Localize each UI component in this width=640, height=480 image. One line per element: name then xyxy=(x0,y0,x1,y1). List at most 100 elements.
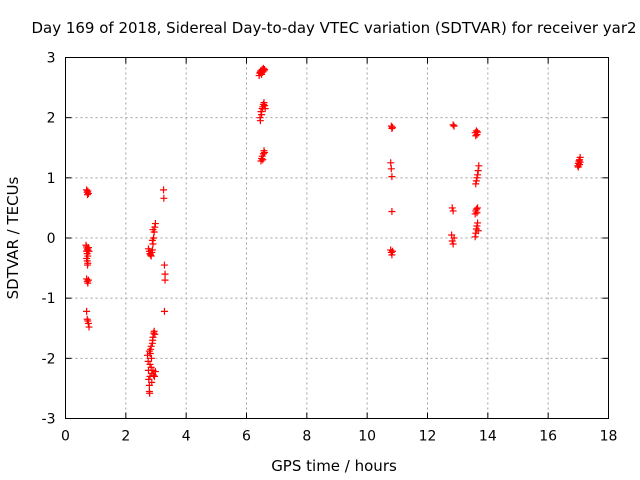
data-point xyxy=(389,123,397,131)
data-point xyxy=(472,180,480,188)
y-tick-label: 1 xyxy=(47,171,56,187)
data-point xyxy=(388,124,396,132)
data-point xyxy=(471,233,479,241)
data-point xyxy=(474,219,482,227)
data-point xyxy=(160,261,168,269)
data-point xyxy=(389,247,397,255)
data-point xyxy=(85,247,93,255)
data-point xyxy=(472,205,480,213)
chart-title: Day 169 of 2018, Sidereal Day-to-day VTE… xyxy=(31,19,636,37)
data-point xyxy=(149,240,157,248)
data-point xyxy=(150,329,158,337)
data-point xyxy=(145,347,153,355)
data-point xyxy=(256,117,264,125)
data-point xyxy=(83,315,91,323)
data-point xyxy=(83,307,91,315)
data-point xyxy=(474,167,482,175)
data-point xyxy=(147,342,155,350)
data-point xyxy=(150,371,158,379)
data-point xyxy=(160,186,168,194)
data-point xyxy=(387,165,395,173)
data-point xyxy=(472,127,480,135)
x-tick-label: 18 xyxy=(600,429,618,445)
data-point xyxy=(473,174,481,182)
data-point xyxy=(84,279,92,287)
data-point xyxy=(261,149,269,157)
data-point xyxy=(472,132,480,140)
x-tick-label: 12 xyxy=(419,429,437,445)
data-point xyxy=(146,389,154,397)
y-tick-label: -1 xyxy=(42,291,56,307)
data-point xyxy=(161,276,169,284)
y-tick-label: -2 xyxy=(42,351,56,367)
data-point xyxy=(472,177,480,185)
data-point xyxy=(260,99,268,107)
data-point xyxy=(150,372,158,380)
data-point xyxy=(149,226,157,234)
x-tick-label: 2 xyxy=(121,429,130,445)
y-tick-label: -3 xyxy=(42,412,56,428)
data-point xyxy=(148,246,156,254)
data-point xyxy=(474,171,482,179)
data-point xyxy=(84,244,92,252)
data-point xyxy=(257,108,265,116)
x-tick-label: 8 xyxy=(302,429,311,445)
data-point xyxy=(147,363,155,371)
data-point xyxy=(575,157,583,165)
y-tick-label: 2 xyxy=(47,111,56,127)
data-point xyxy=(387,159,395,167)
data-point xyxy=(261,66,269,74)
data-points xyxy=(82,64,584,397)
data-point xyxy=(475,162,483,170)
data-point xyxy=(449,207,457,215)
data-point xyxy=(147,354,155,362)
data-point xyxy=(160,194,168,202)
y-tick-label: 0 xyxy=(47,231,56,247)
data-point xyxy=(85,323,93,331)
data-point xyxy=(388,208,396,216)
data-point xyxy=(474,128,482,136)
data-point xyxy=(261,105,269,113)
y-axis-label: SDTVAR / TECUs xyxy=(4,176,22,299)
x-tick-label: 14 xyxy=(479,429,497,445)
data-point xyxy=(388,173,396,181)
data-point xyxy=(473,209,481,217)
y-tick-label: 3 xyxy=(47,51,56,67)
data-point xyxy=(84,276,92,284)
grid-lines xyxy=(65,57,609,419)
data-point xyxy=(147,252,155,260)
data-point xyxy=(448,204,456,212)
data-point xyxy=(84,189,92,197)
x-tick-label: 6 xyxy=(242,429,251,445)
data-point xyxy=(450,234,458,242)
data-point xyxy=(148,378,156,386)
x-tick-label: 16 xyxy=(539,429,557,445)
data-point xyxy=(160,307,168,315)
data-point xyxy=(388,251,396,259)
x-axis-label: GPS time / hours xyxy=(271,457,397,475)
data-point xyxy=(259,150,267,158)
data-point xyxy=(84,319,92,327)
data-point xyxy=(151,220,159,228)
data-point xyxy=(161,270,169,278)
data-point xyxy=(145,375,153,383)
data-point xyxy=(258,111,266,119)
data-point xyxy=(146,360,154,368)
x-tick-label: 10 xyxy=(358,429,376,445)
data-point xyxy=(473,222,481,230)
data-point xyxy=(148,236,156,244)
data-point xyxy=(261,102,269,110)
data-point xyxy=(449,240,457,248)
x-tick-label: 0 xyxy=(61,429,70,445)
data-point xyxy=(150,327,158,335)
data-point xyxy=(474,227,482,235)
data-point xyxy=(151,330,159,338)
x-tick-label: 4 xyxy=(182,429,191,445)
data-point xyxy=(449,121,457,129)
data-point xyxy=(84,261,92,269)
data-point xyxy=(260,67,268,75)
data-point xyxy=(576,158,584,166)
